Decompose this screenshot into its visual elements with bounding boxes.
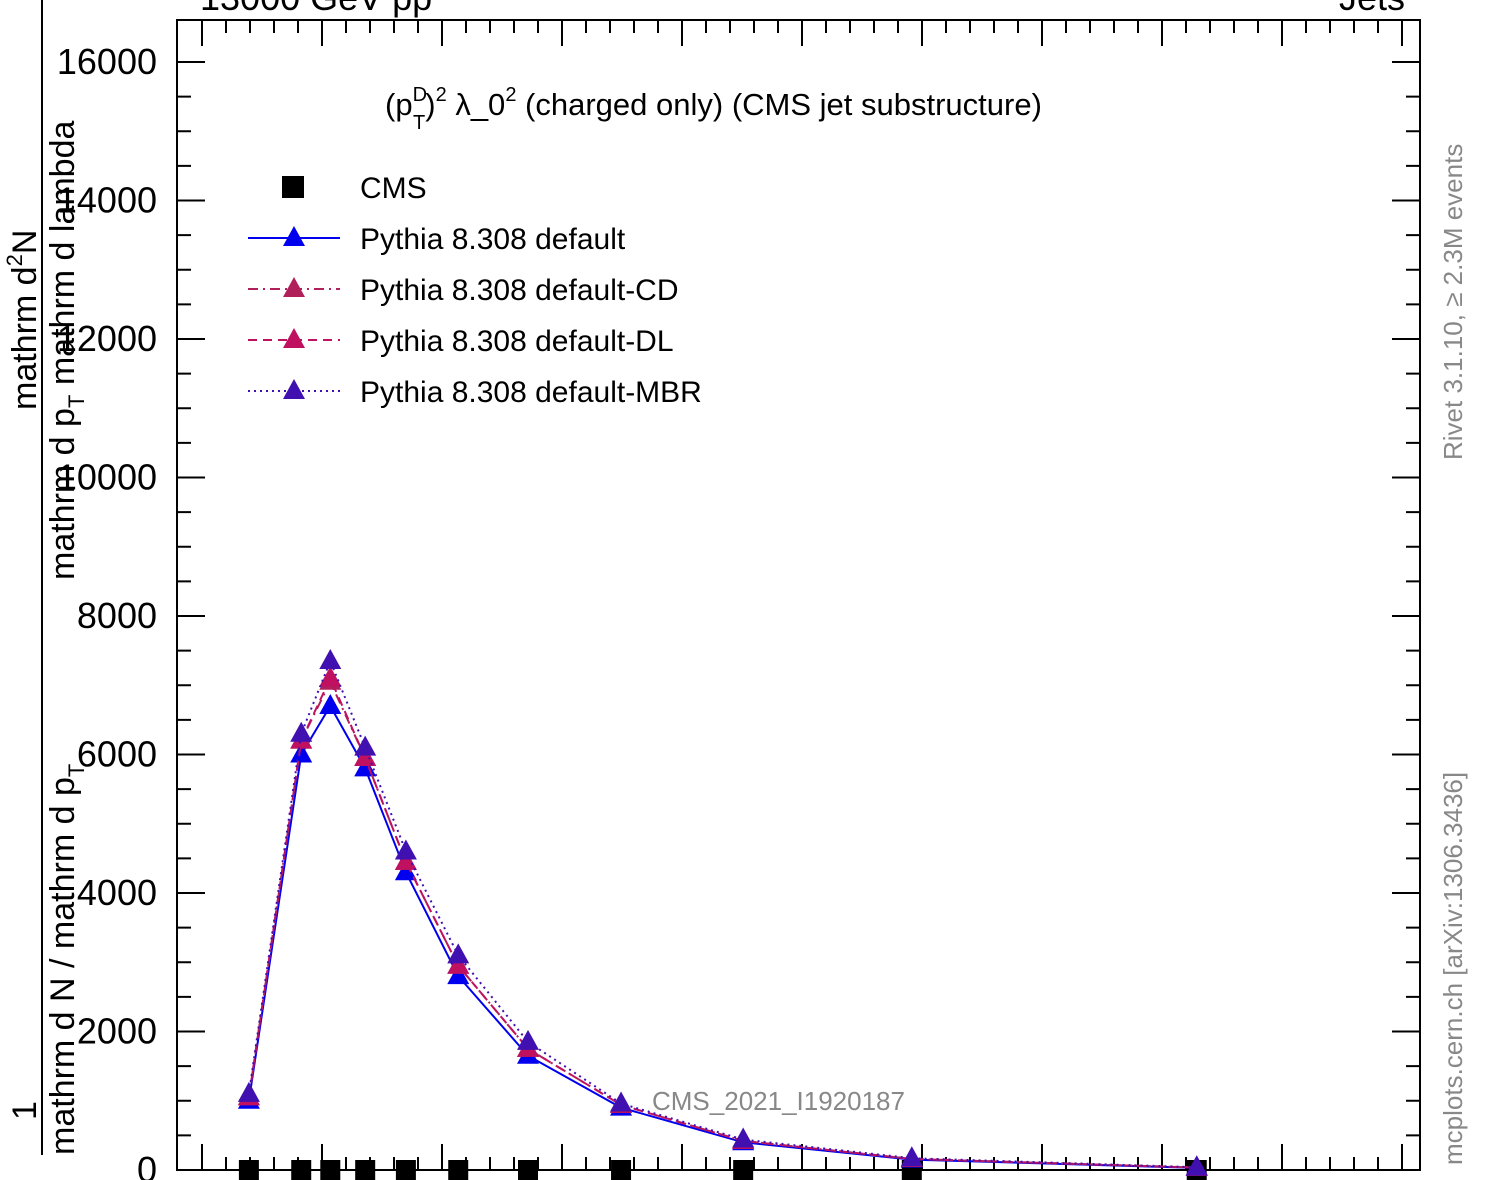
- cms-data-point: [611, 1160, 632, 1180]
- axis-ticks: [177, 20, 1420, 1171]
- series-line: [247, 675, 1197, 1169]
- legend-marker-default-dl: [283, 328, 305, 348]
- y-tick-labels: 0 2000 4000 6000 8000 10000 12000 14000 16000: [57, 41, 157, 1180]
- y-tick-label: 12000: [57, 318, 157, 359]
- legend-label-default-mbr: Pythia 8.308 default-MBR: [360, 376, 702, 409]
- data-point-triangle: [447, 943, 470, 964]
- y-title-numerator: mathrm d2N: [2, 230, 44, 410]
- legend-item-default: Pythia 8.308 default: [248, 223, 626, 256]
- data-point-triangle: [900, 1146, 923, 1167]
- y-tick-label: 8000: [77, 595, 157, 636]
- legend-marker-default-mbr: [283, 379, 305, 399]
- legend-label-default-dl: Pythia 8.308 default-DL: [360, 325, 674, 358]
- cms-data-point: [395, 1160, 416, 1180]
- data-point-triangle: [290, 721, 313, 742]
- y-tick-label: 0: [137, 1149, 157, 1180]
- data-point-triangle: [447, 964, 470, 985]
- y-title-prefactor-top: 1: [6, 1101, 44, 1120]
- cms-data-point: [355, 1160, 376, 1180]
- data-point-triangle: [447, 953, 470, 974]
- cms-data-point: [291, 1160, 312, 1180]
- data-point-triangle: [319, 649, 342, 670]
- legend: CMS Pythia 8.308 default Pythia 8.308 de…: [248, 172, 702, 409]
- y-tick-label: 14000: [57, 180, 157, 221]
- data-point-triangle: [394, 860, 417, 881]
- y-title-prefactor-bottom: mathrm d N / mathrm d pT: [44, 764, 89, 1155]
- y-tick-label: 2000: [77, 1011, 157, 1052]
- data-point-triangle: [354, 735, 377, 756]
- legend-item-default-dl: Pythia 8.308 default-DL: [248, 325, 674, 358]
- y-tick-label: 6000: [77, 734, 157, 775]
- legend-label-cms: CMS: [360, 172, 427, 205]
- y-tick-label: 10000: [57, 457, 157, 498]
- data-point-triangle: [394, 849, 417, 870]
- data-point-triangle: [732, 1127, 755, 1148]
- data-point-triangle: [354, 745, 377, 766]
- plot-title: (pD T)2 λ_02 (charged only) (CMS jet subs…: [385, 84, 1042, 134]
- y-tick-label: 16000: [57, 41, 157, 82]
- legend-item-default-cd: Pythia 8.308 default-CD: [248, 274, 679, 307]
- cms-data-point: [320, 1160, 341, 1180]
- data-point-triangle: [1185, 1155, 1208, 1176]
- data-point-triangle: [237, 1081, 260, 1102]
- mcplots-label: mcplots.cern.ch [arXiv:1306.3436]: [1438, 772, 1468, 1165]
- legend-marker-cms: [282, 176, 304, 198]
- data-point-triangle: [517, 1029, 540, 1050]
- legend-marker-default-cd: [283, 277, 305, 297]
- y-title-denominator: mathrm d pT mathrm d lambda: [44, 121, 89, 580]
- legend-label-default: Pythia 8.308 default: [360, 223, 626, 256]
- legend-marker-default: [283, 226, 305, 246]
- y-tick-label: 4000: [77, 872, 157, 913]
- data-point-triangle: [319, 666, 342, 687]
- series-layer: [237, 649, 1208, 1180]
- cms-data-point: [733, 1160, 754, 1180]
- data-point-triangle: [319, 694, 342, 715]
- plot-frame: [176, 19, 1421, 1171]
- analysis-label: CMS_2021_I1920187: [652, 1086, 905, 1116]
- series-pythia-8-308-default-mbr: [237, 649, 1208, 1176]
- data-point-triangle: [610, 1091, 633, 1112]
- y-axis-title: 1 mathrm d N / mathrm d pT mathrm d2N ma…: [2, 0, 89, 1155]
- cms-data-point: [448, 1160, 469, 1180]
- header-right-text: Jets: [1339, 0, 1405, 18]
- header-left-text: 13000 GeV pp: [200, 0, 432, 18]
- cms-data-point: [518, 1160, 539, 1180]
- data-point-triangle: [290, 742, 313, 763]
- data-point-triangle: [394, 839, 417, 860]
- rivet-label: Rivet 3.1.10, ≥ 2.3M events: [1438, 144, 1468, 460]
- legend-item-default-mbr: Pythia 8.308 default-MBR: [248, 376, 702, 409]
- cms-data-point: [238, 1160, 259, 1180]
- legend-item-cms: CMS: [282, 172, 427, 205]
- legend-label-default-cd: Pythia 8.308 default-CD: [360, 274, 679, 307]
